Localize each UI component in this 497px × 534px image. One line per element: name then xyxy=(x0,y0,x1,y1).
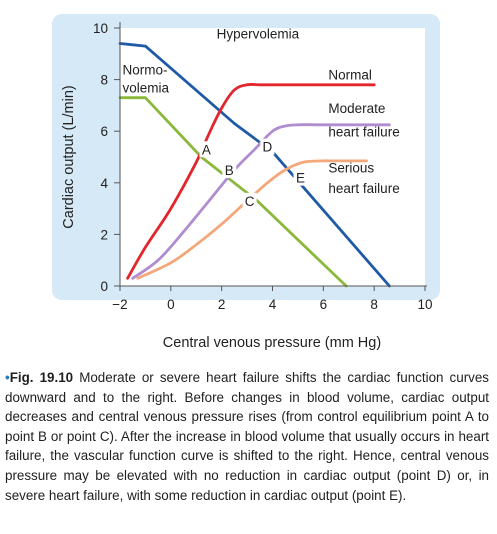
point-label: C xyxy=(245,194,255,209)
y-tick-label: 2 xyxy=(100,227,108,242)
x-tick-label: 6 xyxy=(320,297,328,312)
figure-caption: •Fig. 19.10 Moderate or severe heart fai… xyxy=(5,368,489,505)
point-label: E xyxy=(296,171,305,186)
y-tick-label: 10 xyxy=(93,21,108,36)
x-tick-label: 8 xyxy=(370,297,378,312)
points-layer: AB C D E xyxy=(199,138,308,209)
point-label-background xyxy=(242,192,257,209)
plot-area xyxy=(120,28,425,286)
point-label: D xyxy=(263,140,273,155)
point-label: B xyxy=(225,163,234,178)
equilibrium-point-d: D xyxy=(260,138,275,155)
figure: −2 0 2 4 6 8 10 0 2 4 6 8 10 Hypervolemia Normo-volem… xyxy=(52,14,440,351)
axes-layer: −2 0 2 4 6 8 10 0 2 4 6 8 10 xyxy=(93,21,433,312)
series-line-normal xyxy=(126,83,376,280)
curve-label-volemia: volemia xyxy=(123,81,170,96)
equilibrium-point-e: E xyxy=(293,169,308,186)
curve-label-moderate: Moderate xyxy=(328,101,385,116)
x-tick-label: 2 xyxy=(218,297,226,312)
x-tick-label: 4 xyxy=(269,297,277,312)
curve-label-serious: Serious xyxy=(328,160,374,175)
caption-text: Moderate or severe heart failure shifts … xyxy=(5,370,489,503)
point-label: A xyxy=(202,142,211,157)
point-label-background xyxy=(199,141,214,158)
point-label-background xyxy=(260,138,275,155)
series-line-hypervolemia xyxy=(118,42,391,288)
series-line-moderate-heart-failure xyxy=(131,123,391,280)
curve-label-heart-failure: heart failure xyxy=(328,124,399,139)
y-tick-label: 8 xyxy=(100,73,108,88)
y-axis-label: Cardiac output (L/min) xyxy=(61,85,77,228)
curve-label-hypervolemia: Hypervolemia xyxy=(217,26,300,41)
point-label-background xyxy=(293,169,308,186)
x-tick-label: 0 xyxy=(167,297,175,312)
x-tick-label: 10 xyxy=(417,297,432,312)
y-tick-label: 4 xyxy=(100,176,108,191)
point-label-background xyxy=(222,161,237,178)
curve-label-normal: Normal xyxy=(328,68,372,83)
caption-figure-label: Fig. 19.10 xyxy=(9,370,74,385)
equilibrium-point-b: B xyxy=(222,161,237,178)
x-tick-label: −2 xyxy=(112,297,127,312)
x-axis-label: Central venous pressure (mm Hg) xyxy=(163,335,381,351)
series-line-serious-heart-failure xyxy=(136,159,368,280)
equilibrium-point-a: A xyxy=(199,141,214,158)
curve-label-heart-failure: heart failure xyxy=(328,181,399,196)
caption-bullet: • xyxy=(5,370,10,385)
y-tick-label: 6 xyxy=(100,124,108,139)
label-layer: Hypervolemia Normo-volemia Normal Moderate h… xyxy=(123,26,400,196)
curve-label-normo: Normo- xyxy=(123,62,168,77)
y-tick-label: 0 xyxy=(100,279,108,294)
cardiac-output-chart: −2 0 2 4 6 8 10 0 2 4 6 8 10 Hypervolemia Normo-volem… xyxy=(52,14,440,351)
equilibrium-point-c: C xyxy=(242,192,257,209)
